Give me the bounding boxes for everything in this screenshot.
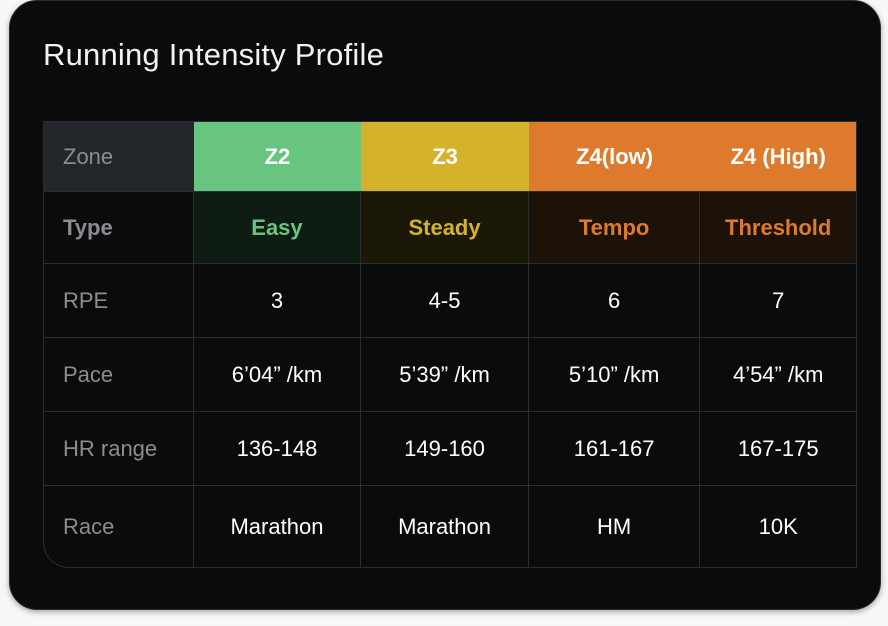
table-cell: HM <box>529 486 701 567</box>
table-cell: 136-148 <box>194 412 362 485</box>
table-cell: 6 <box>529 264 701 337</box>
zone-header-z4-low: Z4(low) <box>528 122 701 191</box>
type-cell-tempo: Tempo <box>528 192 701 263</box>
zone-header-z2: Z2 <box>193 122 362 191</box>
table-cell: Marathon <box>194 486 362 567</box>
table-header-row: Zone Z2 Z3 Z4(low) Z4 (High) <box>44 122 856 192</box>
table-cell: 10K <box>758 513 798 539</box>
table-cell: 6’04” /km <box>194 338 362 411</box>
zone-header-z3: Z3 <box>361 122 529 191</box>
header-label-zone: Zone <box>44 122 194 191</box>
table-row-type: Type Easy Steady Tempo Threshold <box>44 192 856 264</box>
type-cell-easy: Easy <box>193 192 362 263</box>
intensity-profile-card: Running Intensity Profile Zone Z2 Z3 Z4(… <box>9 0 881 610</box>
table-row-pace: Pace 6’04” /km 5’39” /km 5’10” /km 4’54”… <box>44 338 856 412</box>
table-cell: 7 <box>772 287 785 313</box>
table-row-hr-range: HR range 136-148 149-160 161-167 167-175 <box>44 412 856 486</box>
card-title: Running Intensity Profile <box>43 37 385 72</box>
table-cell: 149-160 <box>361 412 529 485</box>
row-label-rpe: RPE <box>44 264 194 337</box>
type-cell-threshold: Threshold <box>700 192 856 263</box>
table-row-race: Race Marathon Marathon HM 10K <box>44 486 856 567</box>
table-cell: 5’39” /km <box>361 338 529 411</box>
table-cell: 4’54” /km <box>732 361 824 387</box>
table-cell: 167-175 <box>737 435 819 461</box>
zones-table: Zone Z2 Z3 Z4(low) Z4 (High) Type Easy S… <box>43 121 857 568</box>
row-label-hr-range: HR range <box>44 412 194 485</box>
table-row-rpe: RPE 3 4-5 6 7 <box>44 264 856 338</box>
type-cell-steady: Steady <box>361 192 529 263</box>
row-label-race: Race <box>44 486 194 567</box>
table-cell: Marathon <box>361 486 529 567</box>
zone-header-z4-high: Z4 (High) <box>700 122 856 191</box>
table-cell: 3 <box>194 264 362 337</box>
row-label-type: Type <box>44 192 194 263</box>
table-cell: 5’10” /km <box>529 338 701 411</box>
table-cell: 161-167 <box>529 412 701 485</box>
table-cell: 4-5 <box>361 264 529 337</box>
row-label-pace: Pace <box>44 338 194 411</box>
